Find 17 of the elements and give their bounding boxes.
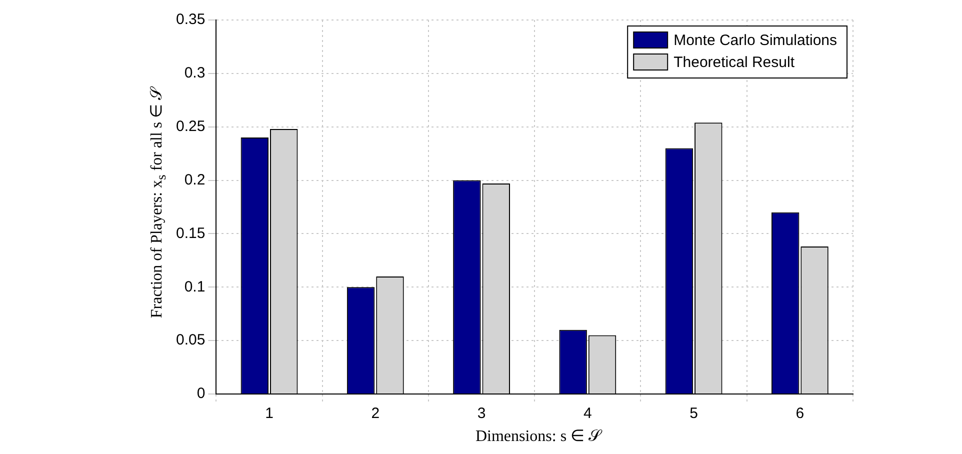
x-tick-label: 4 <box>583 405 592 422</box>
legend-label: Monte Carlo Simulations <box>674 32 838 50</box>
x-axis-title: Dimensions: s ∈ 𝒮 <box>475 427 601 446</box>
y-tick-label: 0.15 <box>176 224 206 242</box>
y-tick-label: 0.3 <box>184 64 206 82</box>
y-tick-label: 0.2 <box>184 171 206 188</box>
legend-label: Theoretical Result <box>674 54 796 72</box>
y-tick-label: 0.25 <box>176 118 206 135</box>
y-tick-label: 0.05 <box>176 332 206 349</box>
x-tick-label: 6 <box>796 405 804 422</box>
y-tick-label: 0 <box>196 385 206 402</box>
x-tick-label: 5 <box>690 405 698 422</box>
x-tick-label: 3 <box>477 405 486 422</box>
x-tick-label: 2 <box>371 405 380 422</box>
y-tick-label: 0.1 <box>184 278 206 296</box>
y-tick-label: 0.35 <box>176 11 206 28</box>
x-tick-label: 1 <box>265 405 274 422</box>
